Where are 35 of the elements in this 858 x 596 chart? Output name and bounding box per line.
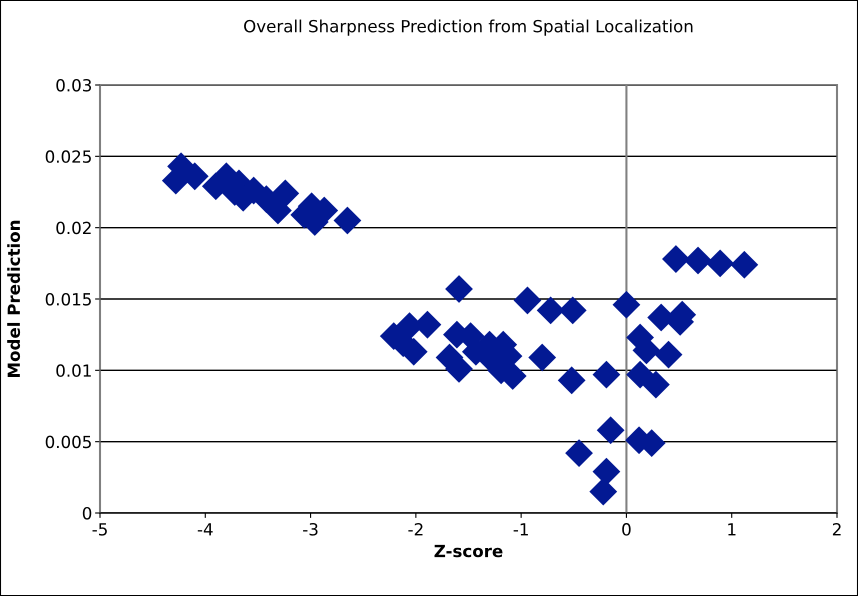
x-tick-label: -3: [303, 523, 318, 536]
y-tick-label: 0.02: [56, 222, 91, 234]
point: [565, 439, 593, 467]
y-tick-label: 0.03: [56, 78, 92, 92]
y-tick-label: 0.025: [46, 150, 91, 163]
x-tick-label: -5: [92, 523, 107, 536]
point: [445, 275, 473, 303]
point: [684, 246, 712, 274]
y-tick-label: 0.015: [46, 292, 91, 306]
x-tick-label: -4: [198, 523, 213, 536]
point: [642, 370, 670, 398]
chart-title: Overall Sharpness Prediction from Spatial Localization: [244, 20, 692, 36]
x-tick-label: 0: [622, 523, 631, 536]
y-tick-label: 0.01: [56, 364, 91, 377]
x-tick-label: 2: [832, 523, 841, 536]
point: [662, 245, 690, 273]
x-tick-label: -2: [408, 523, 422, 536]
point: [626, 360, 654, 389]
x-axis-title: Z-score: [434, 544, 502, 558]
y-tick-label: 0: [82, 506, 92, 520]
point: [596, 416, 625, 444]
point: [271, 180, 300, 208]
point: [334, 206, 362, 234]
y-tick-label: 0.005: [46, 436, 91, 448]
point: [612, 290, 640, 319]
y-axis-title: Model Prediction: [7, 220, 20, 377]
x-tick-label: 1: [728, 523, 736, 536]
x-tick-label: -1: [514, 523, 528, 536]
point: [592, 360, 620, 389]
point: [514, 286, 542, 314]
point: [730, 250, 758, 279]
point: [654, 340, 682, 369]
point: [528, 344, 556, 372]
point: [558, 366, 586, 394]
point: [706, 249, 734, 278]
